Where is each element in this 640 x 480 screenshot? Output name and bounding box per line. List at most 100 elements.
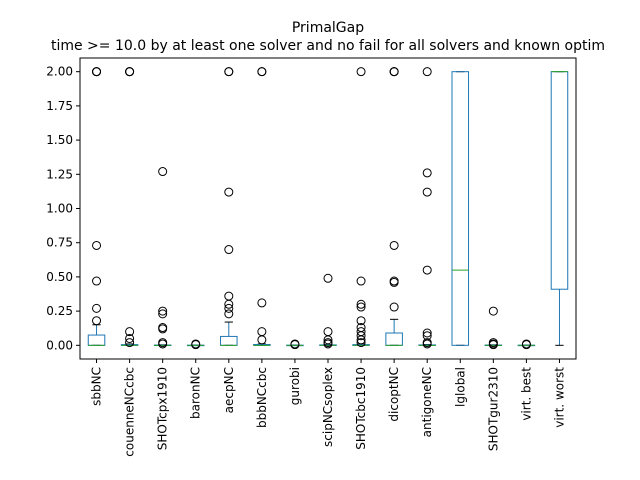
- outlier-point: [521, 340, 531, 350]
- outlier-point: [158, 306, 168, 316]
- x-tick-label: SHOTgur2310: [486, 367, 500, 451]
- box-shotcbc1910: [352, 67, 370, 348]
- outlier-point: [323, 273, 333, 283]
- box-shotgur2310: [484, 306, 503, 350]
- outlier-point: [356, 276, 366, 286]
- outlier-point: [356, 316, 366, 326]
- x-tick-label: virt. best: [519, 367, 533, 421]
- x-tick-label: dicoptNC: [387, 367, 401, 422]
- outlier-point: [158, 324, 168, 334]
- outlier-point: [92, 276, 102, 286]
- outlier-point: [356, 338, 366, 348]
- box-virt-best: [517, 339, 536, 350]
- outlier-point: [356, 299, 366, 309]
- y-tick-label: 1.25: [46, 167, 73, 181]
- chart-title: PrimalGap: [292, 20, 364, 36]
- outlier-point: [158, 167, 168, 177]
- box-shotcpx1910: [153, 167, 172, 349]
- outlier-point: [224, 303, 234, 313]
- box-dicoptnc: [385, 67, 403, 346]
- outlier-point: [389, 67, 399, 77]
- box-virt-worst: [550, 71, 569, 346]
- outlier-point: [92, 240, 102, 250]
- y-tick-label: 0.00: [46, 338, 73, 352]
- x-axis: sbbNC couenneNCcbc SHOTcpx1910 baronNC aecpN…: [90, 359, 566, 457]
- box-sbbnc: [87, 67, 106, 346]
- x-tick-label: sbbNC: [90, 367, 104, 406]
- outlier-point: [191, 340, 201, 350]
- outlier-point: [224, 291, 234, 301]
- x-tick-label: aecpNC: [222, 367, 236, 413]
- outlier-point: [257, 67, 267, 77]
- outlier-point: [356, 302, 366, 312]
- x-tick-label: gurobi: [288, 367, 302, 405]
- x-tick-label: virt. worst: [552, 367, 566, 428]
- outlier-point: [125, 67, 135, 77]
- box-lglobal: [451, 71, 470, 346]
- outlier-point: [257, 327, 267, 337]
- outlier-point: [422, 328, 432, 338]
- box-scipncsoplex: [319, 273, 337, 349]
- y-tick-label: 1.75: [46, 99, 73, 113]
- x-tick-label: baronNC: [189, 367, 203, 419]
- outlier-point: [125, 333, 135, 343]
- outlier-point: [224, 67, 234, 77]
- outlier-point: [158, 309, 168, 319]
- box-iqr: [87, 334, 106, 346]
- outlier-point: [92, 316, 102, 326]
- outlier-point: [125, 327, 135, 337]
- outlier-point: [422, 339, 432, 349]
- x-tick-label: bbbNCcbc: [255, 367, 269, 428]
- outlier-point: [389, 277, 399, 287]
- outlier-point: [356, 331, 366, 341]
- x-tick-label: antigoneNC: [420, 367, 434, 437]
- y-tick-label: 0.75: [46, 236, 73, 250]
- chart-subtitle: time >= 10.0 by at least one solver and …: [51, 38, 605, 54]
- outlier-point: [356, 335, 366, 345]
- box-aecpnc: [220, 67, 238, 346]
- x-tick-label: couenneNCcbc: [123, 367, 137, 457]
- y-tick-label: 0.50: [46, 270, 73, 284]
- outlier-point: [422, 168, 432, 178]
- outlier-point: [125, 338, 135, 348]
- outlier-point: [488, 340, 498, 350]
- outlier-point: [257, 298, 267, 308]
- box-antigonenc: [418, 67, 436, 349]
- box-couennenccbc: [120, 67, 139, 348]
- box-gurobi: [286, 339, 304, 350]
- x-tick-label: SHOTcbc1910: [354, 367, 368, 450]
- x-tick-label: SHOTcpx1910: [156, 367, 170, 450]
- outlier-point: [224, 245, 234, 255]
- box-baronnc: [186, 339, 205, 350]
- outlier-point: [224, 299, 234, 309]
- x-tick-label: lglobal: [453, 367, 467, 407]
- outlier-point: [356, 67, 366, 77]
- plot-area-frame: [79, 57, 577, 360]
- outlier-point: [323, 339, 333, 349]
- outlier-point: [323, 327, 333, 337]
- outlier-point: [92, 67, 102, 77]
- outlier-point: [290, 340, 300, 350]
- box-iqr: [451, 71, 470, 346]
- box-iqr: [220, 335, 238, 346]
- outlier-point: [422, 67, 432, 77]
- outlier-point: [92, 303, 102, 313]
- outlier-point: [389, 240, 399, 250]
- y-tick-label: 0.25: [46, 304, 73, 318]
- y-tick-label: 1.50: [46, 133, 73, 147]
- y-tick-label: 2.00: [46, 65, 73, 79]
- outlier-point: [224, 309, 234, 319]
- outlier-point: [389, 302, 399, 312]
- outlier-point: [422, 187, 432, 197]
- x-tick-label: scipNCsoplex: [321, 367, 335, 447]
- y-tick-label: 1.00: [46, 202, 73, 216]
- outlier-point: [488, 306, 498, 316]
- y-axis: 0.00 0.25 0.50 0.75 1.00 1.25 1.50 1.75 2.00: [46, 65, 80, 352]
- outlier-point: [323, 335, 333, 345]
- outlier-point: [158, 339, 168, 349]
- box-bbbnccbc: [253, 67, 271, 346]
- box-iqr: [550, 71, 569, 290]
- outlier-point: [422, 265, 432, 275]
- box-series: [87, 67, 569, 350]
